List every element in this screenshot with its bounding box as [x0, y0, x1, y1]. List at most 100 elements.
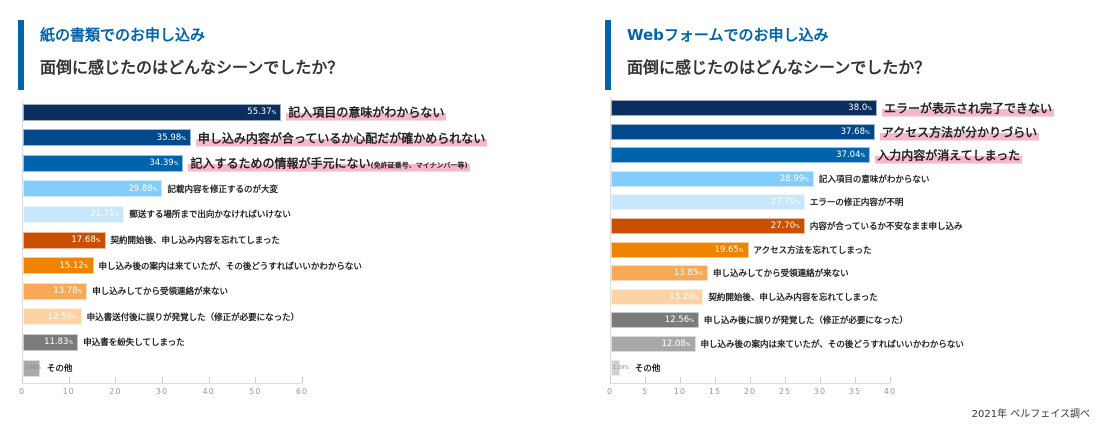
- x-tick: [22, 377, 23, 383]
- bar-value: 13.85: [673, 268, 699, 279]
- x-tick-label: 30: [155, 387, 169, 396]
- bar: 15.12%: [23, 257, 94, 275]
- category-label: 記入するための情報が手元にない(免許証番号、マイナンバー等): [188, 154, 470, 172]
- bar-chart-paper: 0 10 20 30 40 50 60 55.37% 記入項目の意味がわからない 35.98% 申し…: [18, 100, 488, 400]
- category-label: 申し込みしてから受領連絡が来ない: [713, 267, 849, 279]
- category-label: 記入項目の意味がわからない: [819, 173, 930, 185]
- category-text: 記入項目の意味がわからない: [818, 174, 930, 185]
- category-label: その他: [47, 362, 73, 374]
- chart-subtitle: 面倒に感じたのはどんなシーンでしたか？: [627, 58, 931, 77]
- x-tick: [855, 377, 856, 383]
- bar-value-label: 27.70%: [771, 221, 800, 231]
- x-tick: [162, 377, 163, 383]
- bar-value: 27.70: [770, 197, 796, 208]
- bar: 13.78%: [23, 282, 88, 300]
- x-tick-label: 40: [202, 387, 215, 396]
- bar-value-label: 12.08%: [661, 339, 690, 349]
- bar-value-unit: %: [795, 200, 800, 207]
- bar: 12.08%: [611, 336, 696, 352]
- bar: 38.0%: [611, 100, 877, 116]
- bar-value-label: 38.0%: [848, 103, 872, 113]
- category-text: 郵送する場所まで出向かなければいけない: [129, 210, 291, 221]
- bar-value-label: 21.71%: [90, 209, 119, 219]
- bar-value-label: 13.20%: [669, 292, 698, 302]
- bar-value: 15.12: [59, 260, 84, 271]
- bar: 12.56%: [23, 308, 82, 326]
- category-text: アクセス方法を忘れてしまった: [753, 245, 872, 256]
- bar: 35.98%: [23, 129, 191, 147]
- bar-value-label: 13.78%: [53, 286, 82, 296]
- category-text: 入力内容が消えてしまった: [877, 148, 1021, 163]
- bar-value: 12.56: [664, 315, 690, 326]
- bar-value: 34.39: [149, 158, 174, 169]
- bar-value-unit: %: [271, 110, 277, 116]
- bar-value-label: 28.99%: [780, 174, 809, 184]
- category-label: アクセス方法を忘れてしまった: [754, 244, 872, 256]
- bar-value-unit: %: [689, 318, 694, 325]
- category-text: アクセス方法が分かりづらい: [881, 125, 1038, 140]
- category-text: その他: [634, 363, 661, 374]
- category-text: 記入するための情報が手元にない: [190, 156, 371, 171]
- bar-value-unit: %: [795, 224, 800, 230]
- x-tick-label: 50: [249, 387, 262, 396]
- category-label: エラーが表示され完了できない: [882, 99, 1055, 117]
- category-text: 契約開始後、申し込み内容を忘れてしまった: [110, 236, 280, 246]
- x-axis-line: [22, 383, 302, 384]
- category-text: 内容が合っているか不安なまま申し込み: [809, 222, 963, 232]
- category-label: 申し込みしてから受領連絡が来ない: [92, 285, 228, 297]
- bar-value-unit: %: [860, 153, 866, 160]
- bar-value: 3.66: [25, 365, 37, 371]
- bar-value-unit: %: [181, 135, 186, 142]
- bar-value-label: 55.37%: [247, 107, 276, 117]
- bar-value-unit: %: [624, 364, 629, 371]
- x-tick: [302, 377, 303, 383]
- bar-value-label: 15.12%: [59, 261, 88, 271]
- bar-value-unit: %: [698, 271, 703, 278]
- bar: 28.99%: [611, 170, 814, 187]
- bar-value-label: 12.56%: [48, 312, 77, 322]
- bar-value-unit: %: [68, 340, 74, 347]
- category-text: その他: [46, 364, 73, 374]
- x-tick-label: 15: [708, 387, 722, 396]
- category-text: 申し込み内容が合っているか心配だが確かめられない: [197, 131, 486, 146]
- bar-value: 1.29: [613, 364, 625, 371]
- bar-value-label: 35.98%: [157, 133, 186, 143]
- category-note: (免許証番号、マイナンバー等): [370, 161, 468, 170]
- category-text: 記入項目の意味がわからない: [288, 105, 445, 120]
- bar-value: 21.71: [90, 209, 115, 220]
- bar-value-label: 34.39%: [149, 158, 178, 168]
- bar-value-unit: %: [738, 247, 744, 254]
- category-text: 申し込み後の案内は来ていたが、その後どうすればいいかわからない: [98, 261, 362, 272]
- category-label: 内容が合っているか不安なまま申し込み: [810, 220, 963, 232]
- category-text: 申し込み後の案内は来ていたが、その後どうすればいいかわからない: [700, 340, 964, 350]
- x-tick-label: 0: [18, 387, 26, 396]
- bar-value-unit: %: [114, 212, 120, 219]
- bar: 27.70%: [611, 194, 805, 211]
- bar-value-unit: %: [152, 186, 158, 193]
- bar: 12.56%: [611, 312, 699, 329]
- bar: 55.37%: [23, 103, 282, 121]
- bar-value-unit: %: [95, 238, 101, 244]
- category-label: 申し込み内容が合っているか心配だが確かめられない: [195, 129, 488, 147]
- bar-value-unit: %: [685, 342, 691, 348]
- bar-value: 38.0: [848, 103, 868, 113]
- category-label: 申し込み後に誤りが発覚した（修正が必要になった）: [704, 314, 908, 326]
- x-tick: [680, 377, 681, 383]
- bar-value-unit: %: [804, 176, 809, 183]
- bar: 1.29%: [611, 359, 629, 376]
- bar: 17.68%: [23, 231, 106, 249]
- bar-value: 17.68: [71, 235, 96, 245]
- category-label: その他: [635, 362, 661, 374]
- category-text: 申し込みしてから受領連絡が来ない: [712, 269, 849, 280]
- bar-value-label: 12.56%: [665, 315, 694, 325]
- bar: 3.66%: [23, 359, 41, 377]
- x-tick: [785, 377, 786, 383]
- bar-value: 13.78: [53, 286, 78, 297]
- category-text: 申し込みしてから受領連絡が来ない: [92, 287, 229, 298]
- bar-value-label: 13.85%: [674, 268, 703, 278]
- category-text: エラーの修正内容が不明: [809, 198, 904, 209]
- bar-value-unit: %: [867, 106, 872, 112]
- x-tick: [68, 377, 70, 383]
- category-text: 申込書送付後に誤りが発覚した（修正が必要になった）: [86, 312, 300, 323]
- x-tick-label: 40: [883, 387, 897, 396]
